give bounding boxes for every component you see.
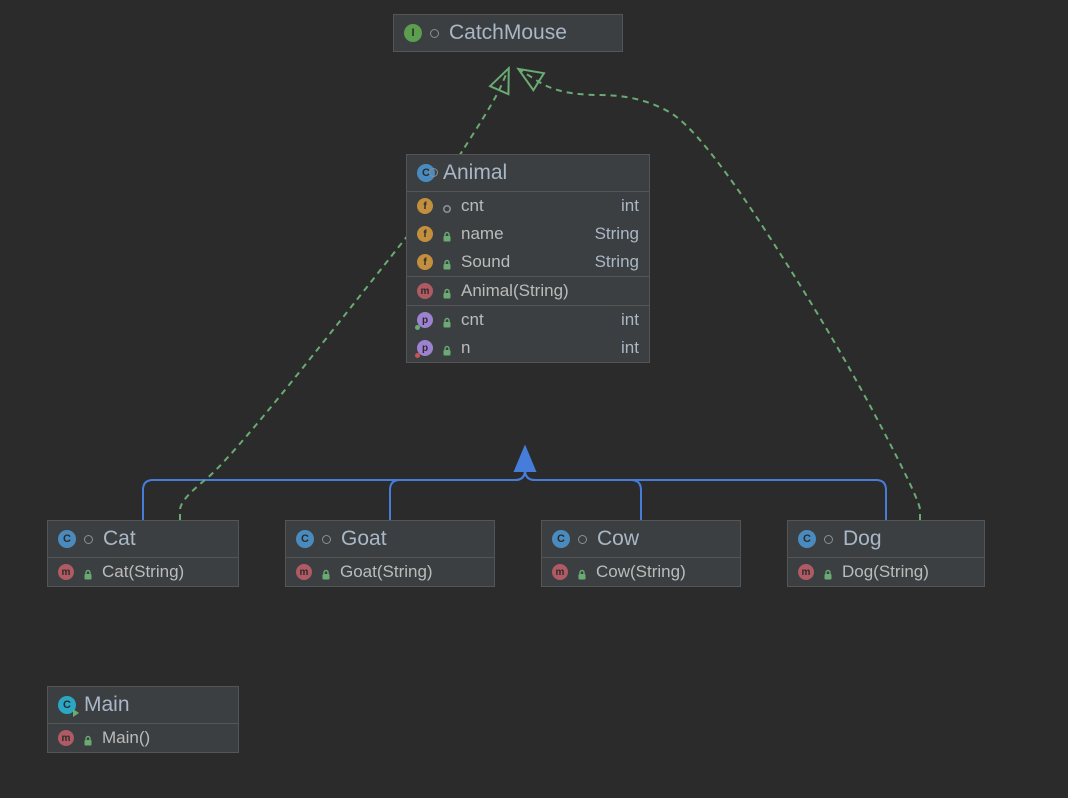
title-label: Main bbox=[84, 693, 130, 717]
member-method[interactable]: m Cow(String) bbox=[542, 558, 740, 586]
visibility-icon bbox=[441, 342, 453, 354]
node-title[interactable]: I CatchMouse bbox=[394, 15, 622, 51]
node-title[interactable]: C Dog bbox=[788, 521, 984, 558]
member-type: int bbox=[605, 196, 639, 216]
node-title[interactable]: C Main bbox=[48, 687, 238, 724]
visibility-icon bbox=[441, 200, 453, 212]
node-dog[interactable]: C Dog m Dog(String) bbox=[787, 520, 985, 587]
visibility-icon bbox=[441, 314, 453, 326]
node-cow[interactable]: C Cow m Cow(String) bbox=[541, 520, 741, 587]
member-name: Cow(String) bbox=[596, 562, 730, 582]
visibility-icon bbox=[320, 566, 332, 578]
title-label: Cat bbox=[103, 527, 136, 551]
expand-ring-icon bbox=[322, 535, 331, 544]
class-icon: C bbox=[798, 530, 816, 548]
node-title[interactable]: C Goat bbox=[286, 521, 494, 558]
member-method[interactable]: m Cat(String) bbox=[48, 558, 238, 586]
member-method[interactable]: m Animal(String) bbox=[407, 277, 649, 305]
field-icon: f bbox=[417, 254, 433, 270]
property-icon: p bbox=[417, 312, 433, 328]
member-field[interactable]: f nameString bbox=[407, 220, 649, 248]
method-icon: m bbox=[296, 564, 312, 580]
method-icon: m bbox=[58, 730, 74, 746]
property-icon: p bbox=[417, 340, 433, 356]
expand-ring-icon bbox=[84, 535, 93, 544]
visibility-icon bbox=[822, 566, 834, 578]
visibility-icon bbox=[576, 566, 588, 578]
member-name: Main() bbox=[102, 728, 228, 748]
method-icon: m bbox=[417, 283, 433, 299]
node-title[interactable]: C Animal bbox=[407, 155, 649, 192]
node-title[interactable]: C Cow bbox=[542, 521, 740, 558]
edge-extends-goat-animal bbox=[390, 449, 525, 520]
field-icon: f bbox=[417, 198, 433, 214]
member-name: Cat(String) bbox=[102, 562, 228, 582]
member-name: name bbox=[461, 224, 579, 244]
member-name: cnt bbox=[461, 196, 605, 216]
method-icon: m bbox=[798, 564, 814, 580]
node-cat[interactable]: C Cat m Cat(String) bbox=[47, 520, 239, 587]
interface-icon: I bbox=[404, 24, 422, 42]
expand-ring-icon bbox=[824, 535, 833, 544]
expand-ring-icon bbox=[578, 535, 587, 544]
member-type: String bbox=[579, 252, 639, 272]
visibility-icon bbox=[82, 566, 94, 578]
member-field[interactable]: f SoundString bbox=[407, 248, 649, 276]
edges-layer bbox=[0, 0, 1068, 798]
node-title[interactable]: C Cat bbox=[48, 521, 238, 558]
member-method[interactable]: m Dog(String) bbox=[788, 558, 984, 586]
node-goat[interactable]: C Goat m Goat(String) bbox=[285, 520, 495, 587]
member-name: Goat(String) bbox=[340, 562, 484, 582]
node-main[interactable]: CMainm Main() bbox=[47, 686, 239, 753]
class-icon: C bbox=[552, 530, 570, 548]
edge-extends-cow-animal bbox=[525, 449, 641, 520]
class-icon: C bbox=[58, 530, 76, 548]
member-name: n bbox=[461, 338, 605, 358]
class-icon: C bbox=[417, 164, 435, 182]
member-property[interactable]: p nint bbox=[407, 334, 649, 362]
class_run-icon: C bbox=[58, 696, 76, 714]
title-label: CatchMouse bbox=[449, 21, 567, 45]
title-label: Animal bbox=[443, 161, 507, 185]
member-name: cnt bbox=[461, 310, 605, 330]
node-animal[interactable]: CAnimalfcntintf nameStringf SoundStringm… bbox=[406, 154, 650, 363]
edge-extends-cat-animal bbox=[143, 449, 525, 520]
visibility-icon bbox=[441, 285, 453, 297]
expand-ring-icon bbox=[430, 29, 439, 38]
field-icon: f bbox=[417, 226, 433, 242]
edge-extends-dog-animal bbox=[525, 449, 886, 520]
uml-canvas[interactable]: ICatchMouseCAnimalfcntintf nameStringf S… bbox=[0, 0, 1068, 798]
visibility-icon bbox=[441, 228, 453, 240]
member-name: Dog(String) bbox=[842, 562, 974, 582]
member-method[interactable]: m Goat(String) bbox=[286, 558, 494, 586]
member-name: Animal(String) bbox=[461, 281, 639, 301]
expand-ring-icon bbox=[429, 168, 438, 177]
title-label: Cow bbox=[597, 527, 639, 551]
member-field[interactable]: f cntint bbox=[407, 192, 649, 220]
member-property[interactable]: p cntint bbox=[407, 306, 649, 334]
class-icon: C bbox=[296, 530, 314, 548]
member-type: String bbox=[579, 224, 639, 244]
method-icon: m bbox=[58, 564, 74, 580]
title-label: Dog bbox=[843, 527, 882, 551]
member-type: int bbox=[605, 338, 639, 358]
member-name: Sound bbox=[461, 252, 579, 272]
node-catchmouse[interactable]: I CatchMouse bbox=[393, 14, 623, 52]
visibility-icon bbox=[82, 732, 94, 744]
title-label: Goat bbox=[341, 527, 387, 551]
member-type: int bbox=[605, 310, 639, 330]
method-icon: m bbox=[552, 564, 568, 580]
member-method[interactable]: m Main() bbox=[48, 724, 238, 752]
visibility-icon bbox=[441, 256, 453, 268]
